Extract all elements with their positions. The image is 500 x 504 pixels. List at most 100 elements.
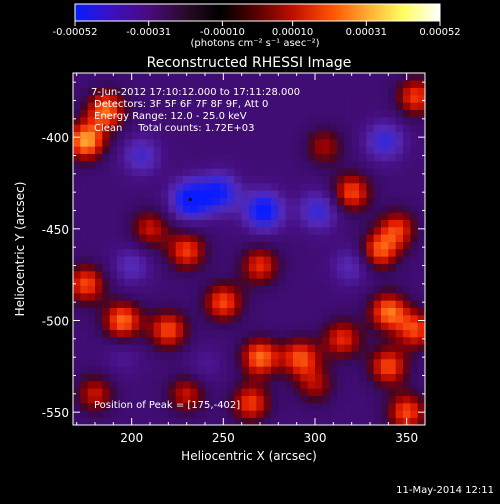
heatmap-cell <box>381 256 389 264</box>
heatmap-cell <box>219 87 228 96</box>
heatmap-cell <box>300 388 308 396</box>
heatmap-cell <box>373 234 382 242</box>
heatmap-cell <box>117 249 125 257</box>
heatmap-cell <box>117 102 125 110</box>
heatmap-cell <box>109 315 118 323</box>
heatmap-cell <box>212 146 220 154</box>
heatmap-cell <box>410 73 418 81</box>
heatmap-cell <box>227 293 235 301</box>
heatmap-cell <box>95 373 103 382</box>
heatmap-cell <box>249 271 257 279</box>
heatmap-cell <box>161 388 169 396</box>
heatmap-cell <box>80 249 88 257</box>
heatmap-cell <box>175 417 184 425</box>
heatmap-cell <box>109 344 118 352</box>
heatmap-cell <box>73 285 81 294</box>
heatmap-cell <box>271 300 279 308</box>
heatmap-cell <box>139 212 147 220</box>
heatmap-cell <box>241 359 250 367</box>
heatmap-cell <box>278 153 286 162</box>
heatmap-cell <box>87 417 96 425</box>
heatmap-cell <box>175 373 184 382</box>
x-axis-label: Heliocentric X (arcsec) <box>181 449 317 463</box>
heatmap-cell <box>388 131 396 140</box>
heatmap-cell <box>307 205 316 213</box>
heatmap-cell <box>337 300 345 308</box>
heatmap-cell <box>73 307 81 316</box>
heatmap-cell <box>102 337 110 345</box>
heatmap-cell <box>234 183 242 191</box>
heatmap-cell <box>293 395 301 404</box>
heatmap-cell <box>102 227 110 235</box>
heatmap-cell <box>359 175 367 184</box>
heatmap-cell <box>168 351 176 360</box>
heatmap-cell <box>205 109 213 118</box>
heatmap-cell <box>351 87 360 96</box>
heatmap-cell <box>205 417 213 425</box>
heatmap-cell <box>388 293 396 301</box>
heatmap-cell <box>205 271 213 279</box>
heatmap-cell <box>366 388 374 396</box>
heatmap-cell <box>263 388 272 396</box>
heatmap-cell <box>87 73 96 81</box>
heatmap-cell <box>161 190 169 198</box>
heatmap-cell <box>388 190 396 198</box>
heatmap-cell <box>329 337 338 345</box>
heatmap-cell <box>307 366 316 374</box>
heatmap-cell <box>417 359 425 367</box>
colorbar-tick-label: 0.00052 <box>419 27 460 38</box>
heatmap-cell <box>109 234 118 242</box>
heatmap-cell <box>131 190 140 198</box>
heatmap-cell <box>175 285 184 294</box>
heatmap-cell <box>139 359 147 367</box>
heatmap-cell <box>263 205 272 213</box>
heatmap-cell <box>80 153 88 162</box>
heatmap-cell <box>315 234 323 242</box>
heatmap-cell <box>388 307 396 316</box>
heatmap-cell <box>205 190 213 198</box>
heatmap-cell <box>212 249 220 257</box>
heatmap-cell <box>234 256 242 264</box>
heatmap-cell <box>109 388 118 396</box>
heatmap-cell <box>249 344 257 352</box>
heatmap-cell <box>161 278 169 286</box>
heatmap-cell <box>329 227 338 235</box>
heatmap-cell <box>175 131 184 140</box>
heatmap-cell <box>219 410 228 418</box>
heatmap-cell <box>293 249 301 257</box>
heatmap-cell <box>139 102 147 110</box>
heatmap-cell <box>403 227 411 235</box>
heatmap-cell <box>256 161 264 169</box>
heatmap-cell <box>271 205 279 213</box>
heatmap-cell <box>388 146 396 154</box>
heatmap-cell <box>241 234 250 242</box>
heatmap-cell <box>212 168 220 176</box>
heatmap-cell <box>80 139 88 147</box>
heatmap-cell <box>300 219 308 228</box>
heatmap-cell <box>153 322 162 330</box>
heatmap-cell <box>139 161 147 169</box>
heatmap-cell <box>403 175 411 184</box>
heatmap-cell <box>102 417 110 425</box>
heatmap-cell <box>146 124 154 132</box>
heatmap-cell <box>80 344 88 352</box>
heatmap-cell <box>381 131 389 140</box>
heatmap-cell <box>205 249 213 257</box>
heatmap-cell <box>351 205 360 213</box>
heatmap-cell <box>403 359 411 367</box>
heatmap-cell <box>212 344 220 352</box>
heatmap-cell <box>410 403 418 411</box>
heatmap-cell <box>73 234 81 242</box>
heatmap-cell <box>322 117 330 125</box>
heatmap-cell <box>366 146 374 154</box>
heatmap-cell <box>117 307 125 316</box>
heatmap-cell <box>95 410 103 418</box>
heatmap-cell <box>373 381 382 389</box>
heatmap-cell <box>205 183 213 191</box>
heatmap-cell <box>403 146 411 154</box>
heatmap-cell <box>183 322 191 330</box>
heatmap-cell <box>197 146 206 154</box>
heatmap-cell <box>234 146 242 154</box>
heatmap-cell <box>329 95 338 103</box>
heatmap-cell <box>337 271 345 279</box>
